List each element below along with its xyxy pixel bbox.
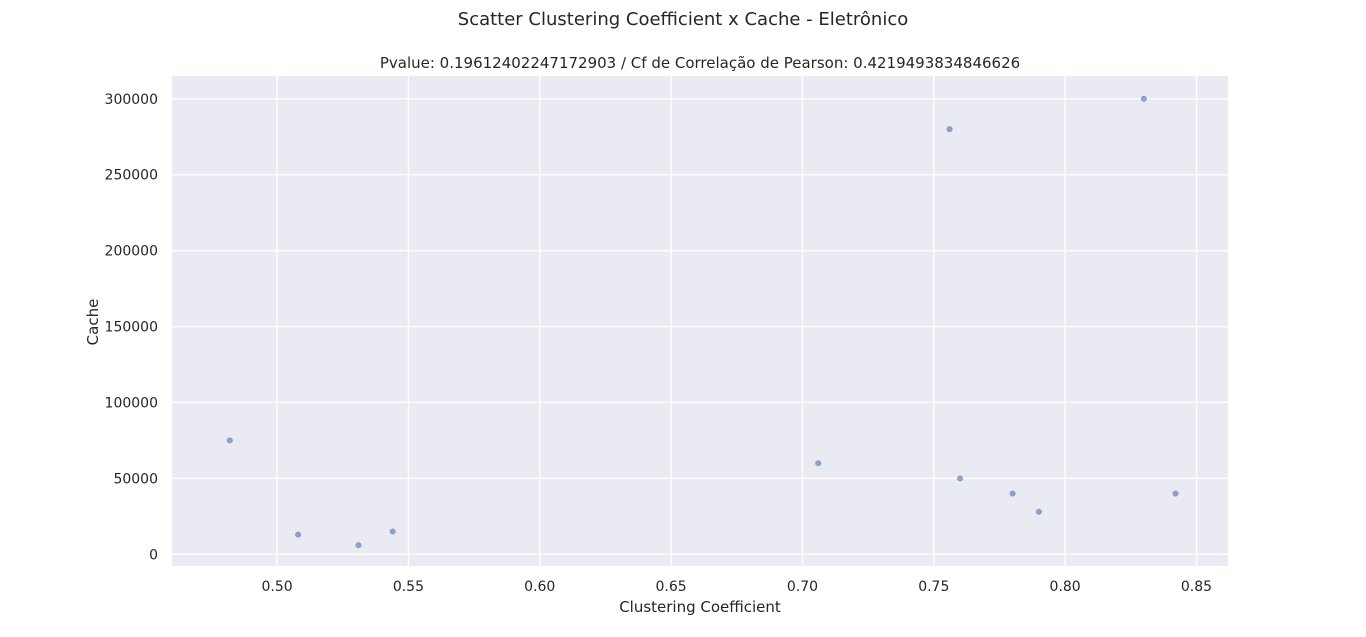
x-tick-label: 0.75	[918, 579, 949, 595]
x-axis-ticks: 0.50 0.55 0.60 0.65 0.70 0.75 0.80 0.85	[261, 579, 1212, 595]
chart-title: Pvalue: 0.19612402247172903 / Cf de Corr…	[380, 54, 1020, 72]
data-point	[815, 460, 822, 467]
y-tick-label: 300000	[105, 92, 158, 108]
data-point	[1140, 95, 1147, 102]
x-axis-label: Clustering Coefficient	[619, 598, 781, 616]
x-tick-label: 0.55	[393, 579, 424, 595]
data-point	[389, 528, 396, 535]
y-tick-label: 100000	[105, 395, 158, 411]
data-point	[355, 542, 362, 549]
y-tick-label: 250000	[105, 168, 158, 184]
data-point	[1172, 490, 1179, 497]
data-point	[1009, 490, 1016, 497]
x-tick-label: 0.65	[656, 579, 687, 595]
x-tick-label: 0.85	[1181, 579, 1212, 595]
grid-lines	[172, 76, 1228, 566]
y-tick-label: 200000	[105, 244, 158, 260]
x-tick-label: 0.60	[524, 579, 555, 595]
x-tick-label: 0.80	[1050, 579, 1081, 595]
data-point	[226, 437, 233, 444]
y-axis-label: Cache	[84, 299, 102, 346]
data-points	[226, 95, 1179, 549]
data-point	[1035, 508, 1042, 515]
plot-area	[172, 76, 1228, 566]
data-point	[957, 475, 964, 482]
x-tick-label: 0.70	[787, 579, 818, 595]
y-axis-ticks: 0 50000 100000 150000 200000 250000 300000	[105, 92, 158, 564]
data-point	[946, 126, 953, 133]
y-tick-label: 150000	[105, 320, 158, 336]
y-tick-label: 0	[149, 547, 158, 563]
data-point	[295, 531, 302, 538]
x-tick-label: 0.50	[261, 579, 292, 595]
figure-suptitle: Scatter Clustering Coefficient x Cache -…	[457, 9, 909, 30]
y-tick-label: 50000	[113, 471, 158, 487]
